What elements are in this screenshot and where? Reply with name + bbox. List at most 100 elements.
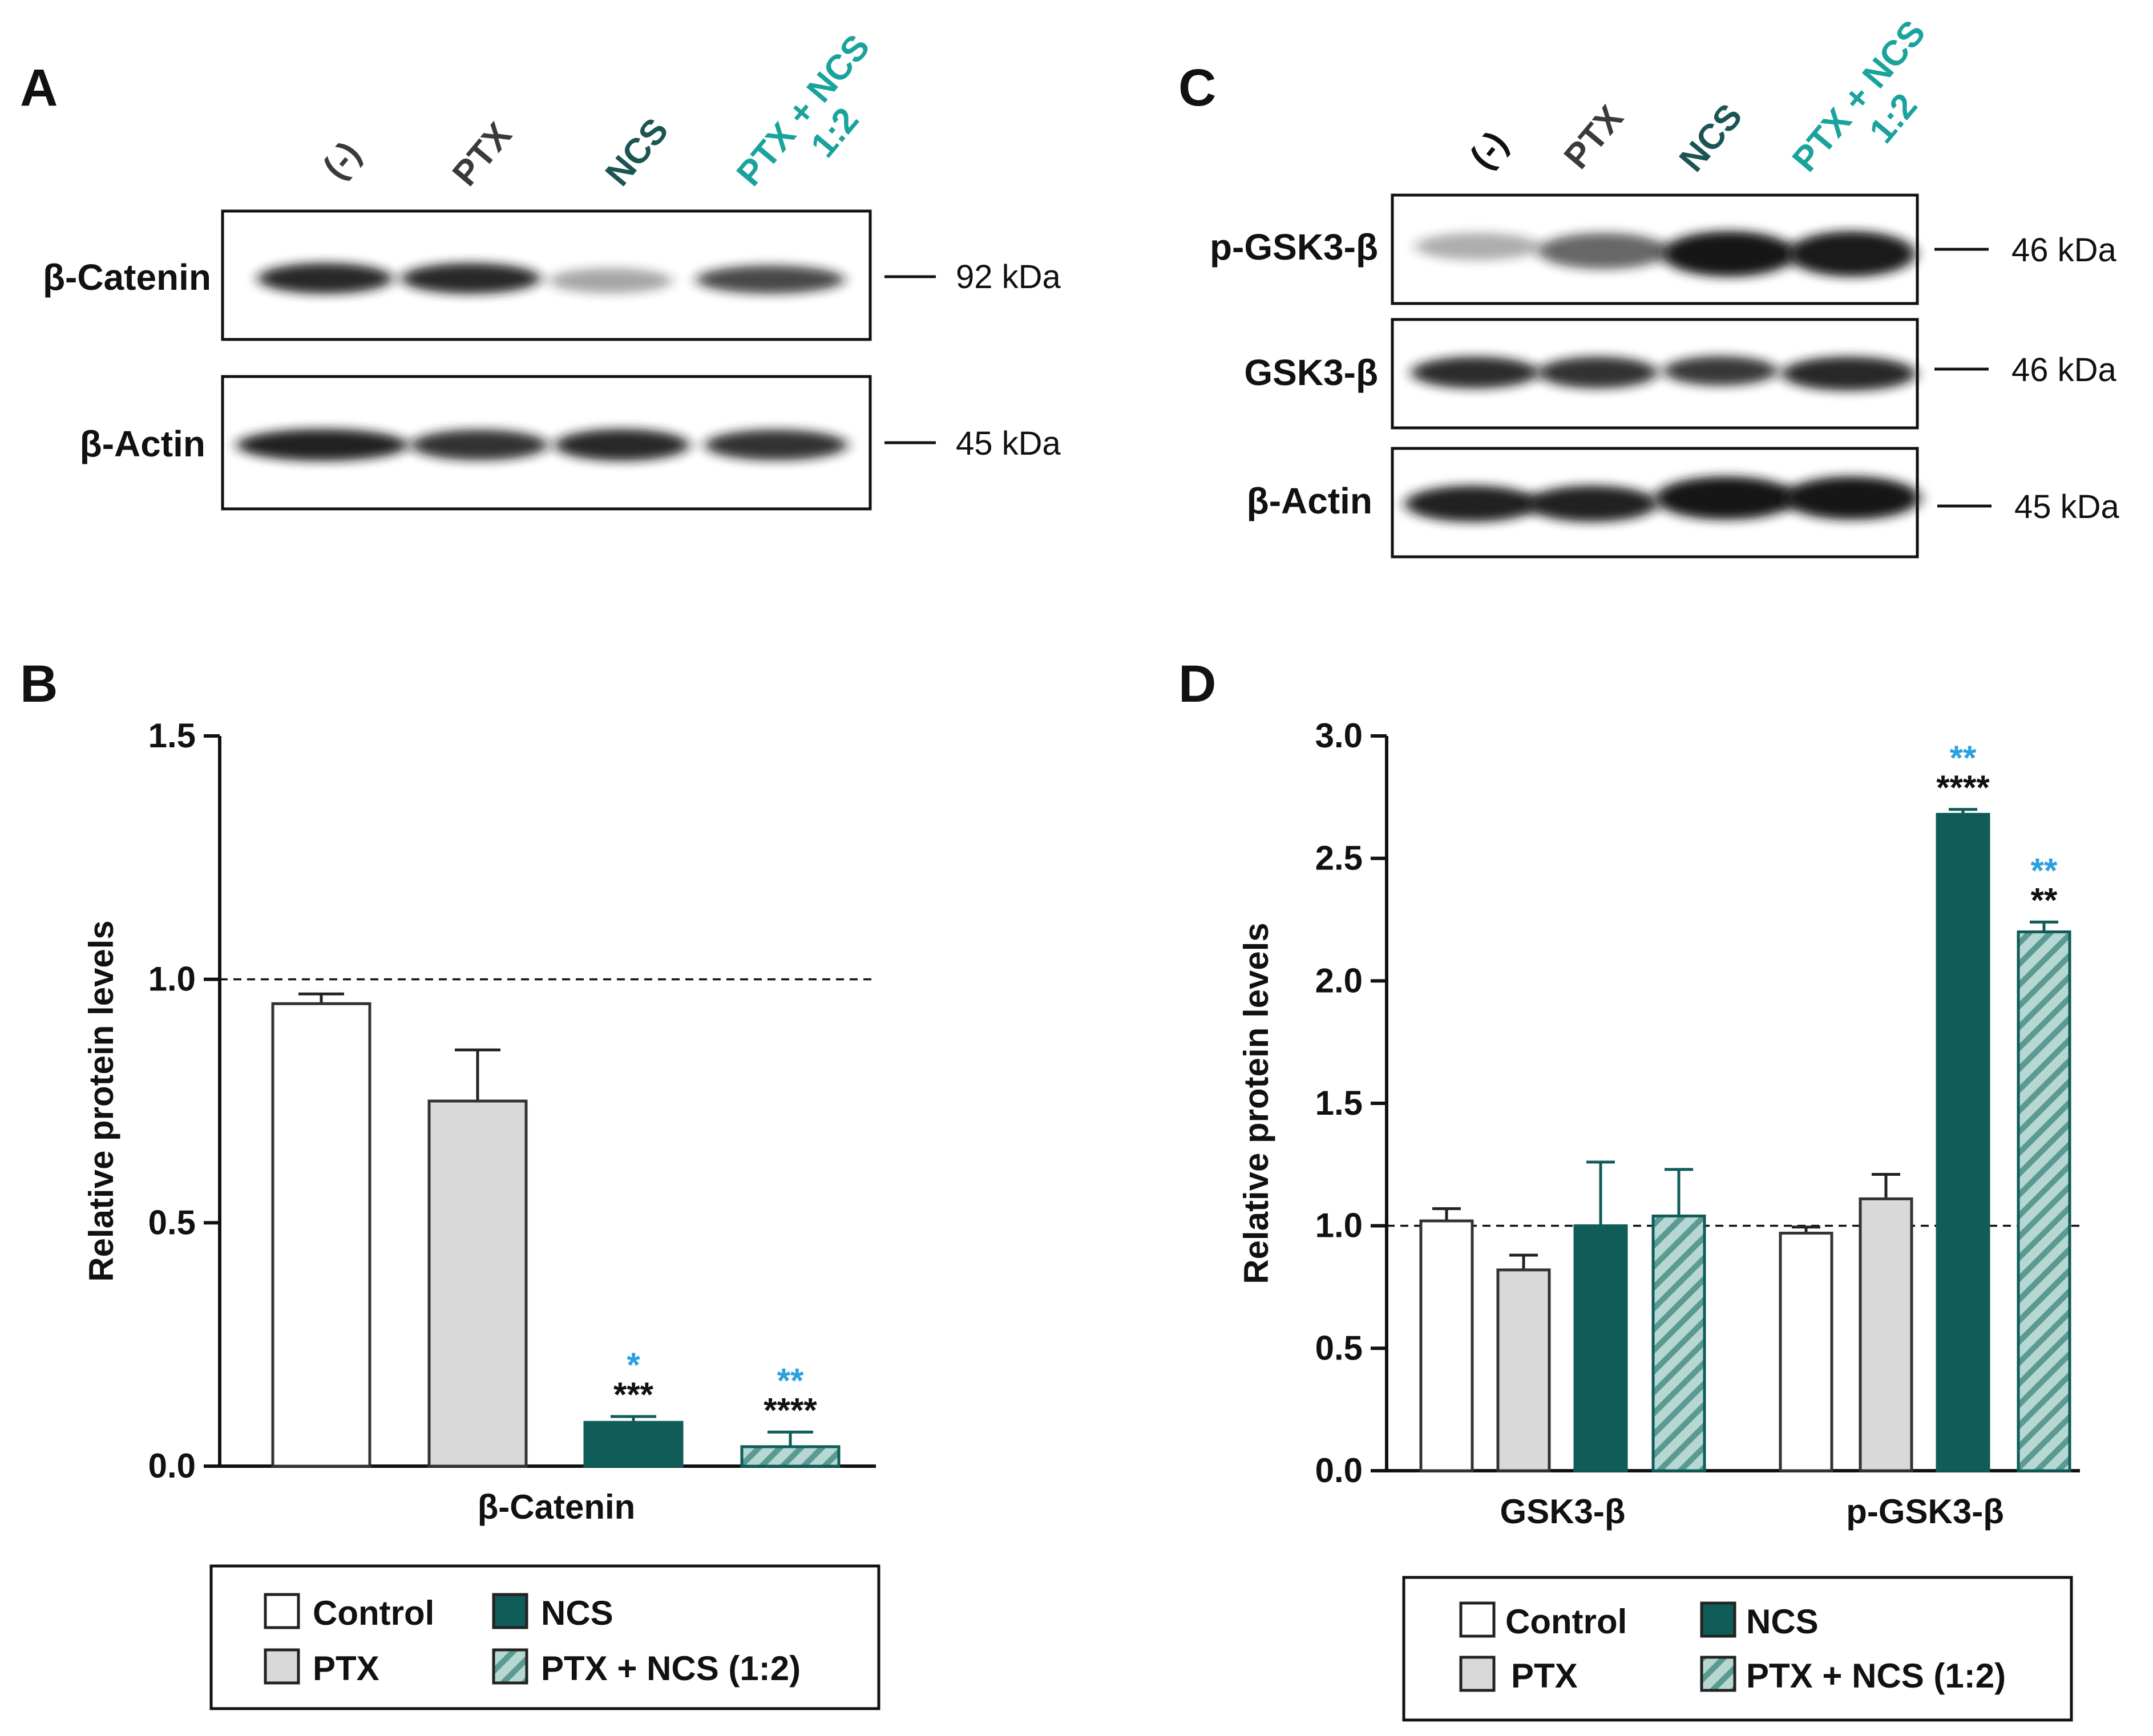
blot-c-row-2-kda: 46 kDa bbox=[2011, 351, 2117, 389]
blot-band bbox=[1663, 356, 1778, 386]
bar bbox=[1859, 1197, 1913, 1472]
blot-band bbox=[411, 430, 548, 460]
legend-d-swatch-control bbox=[1459, 1601, 1496, 1638]
bar bbox=[1496, 1268, 1551, 1472]
x-axis-label: β-Catenin bbox=[478, 1488, 636, 1526]
legend-d-swatch-combo bbox=[1700, 1656, 1736, 1692]
blot-c-lane-label-ncs: NCS bbox=[1672, 96, 1750, 179]
blot-c-row-2-label: GSK3-β bbox=[1244, 352, 1378, 393]
blot-a-lane-label-control: (-) bbox=[316, 134, 369, 187]
legend-d-swatch-ptx bbox=[1459, 1656, 1496, 1692]
blot-band bbox=[705, 430, 847, 460]
legend-b: Control PTX NCS PTX + NCS (1:2) bbox=[209, 1564, 880, 1710]
y-tick-label: 0.0 bbox=[1315, 1451, 1363, 1490]
blot-band bbox=[258, 263, 393, 294]
legend-b-swatch-combo bbox=[492, 1648, 528, 1685]
legend-d-label-ptx: PTX bbox=[1511, 1657, 1578, 1695]
bar bbox=[1573, 1224, 1628, 1472]
legend-d: Control PTX NCS PTX + NCS (1:2) bbox=[1402, 1576, 2073, 1722]
blot-band bbox=[237, 429, 408, 461]
y-tick-label: 0.0 bbox=[148, 1447, 196, 1485]
blot-c-row-2-bands bbox=[1411, 356, 1916, 391]
blot-band bbox=[1538, 357, 1658, 389]
blot-c-row-3-kda: 45 kDa bbox=[2014, 488, 2120, 525]
y-tick-label: 0.5 bbox=[1315, 1329, 1363, 1367]
bar bbox=[2017, 930, 2071, 1472]
blot-a-lane-label-combo: PTX + NCS bbox=[729, 27, 878, 193]
legend-b-swatch-ncs bbox=[492, 1593, 528, 1629]
blot-a-row-2-label: β-Actin bbox=[80, 423, 205, 464]
legend-d-swatch-ncs bbox=[1700, 1601, 1736, 1638]
significance-label: ** bbox=[2031, 881, 2058, 919]
legend-b-label-ptx: PTX bbox=[313, 1649, 379, 1688]
legend-d-label-control: Control bbox=[1505, 1603, 1627, 1641]
legend-b-swatch-ptx bbox=[264, 1648, 300, 1685]
bar bbox=[583, 1421, 684, 1468]
blot-band bbox=[1526, 485, 1658, 522]
bar bbox=[1936, 812, 1990, 1472]
y-tick-label: 1.0 bbox=[1315, 1207, 1363, 1245]
legend-b-frame bbox=[209, 1564, 880, 1710]
significance-label: **** bbox=[1936, 768, 1990, 807]
blot-band bbox=[555, 429, 689, 461]
blot-band bbox=[1411, 357, 1539, 389]
blot-c-row-1-label: p-GSK3-β bbox=[1210, 226, 1378, 268]
bar bbox=[740, 1445, 841, 1468]
significance-label: ** bbox=[2031, 851, 2058, 889]
legend-b-swatch-control bbox=[264, 1593, 300, 1629]
legend-b-label-ncs: NCS bbox=[541, 1594, 613, 1632]
blot-c-lane-label-control: (-) bbox=[1463, 124, 1516, 176]
y-axis-label: Relative protein levels bbox=[82, 920, 120, 1282]
significance-label: *** bbox=[613, 1375, 654, 1414]
chart-d: 0.0 0.5 1.0 1.5 2.0 2.5 3.0 Relative protein le… bbox=[1237, 717, 2080, 1531]
blot-c-row-1-bands bbox=[1415, 231, 1916, 277]
blot-c-lane-label-ptx: PTX bbox=[1557, 98, 1631, 176]
blot-c-row-3-bands bbox=[1405, 476, 1920, 522]
y-tick-label: 1.5 bbox=[1315, 1084, 1363, 1122]
blot-band bbox=[1405, 485, 1540, 522]
blot-band bbox=[1662, 231, 1796, 277]
bar bbox=[1779, 1232, 1833, 1472]
legend-b-label-combo: PTX + NCS (1:2) bbox=[541, 1649, 801, 1688]
significance-label: **** bbox=[764, 1391, 817, 1429]
blot-a-row-1-kda: 92 kDa bbox=[956, 258, 1061, 296]
blot-band bbox=[1788, 231, 1916, 277]
blot-band bbox=[1415, 233, 1541, 260]
blot-band bbox=[1783, 476, 1920, 520]
x-category-label: GSK3-β bbox=[1500, 1492, 1626, 1531]
legend-d-frame bbox=[1402, 1576, 2073, 1722]
blot-a-lane-label-ptx: PTX bbox=[445, 115, 519, 193]
blot-band bbox=[549, 268, 672, 293]
y-tick-label: 3.0 bbox=[1315, 717, 1363, 755]
blot-a-row-2-kda: 45 kDa bbox=[956, 425, 1061, 462]
blot-a-lane-label-ncs: NCS bbox=[598, 111, 676, 193]
legend-d-label-combo: PTX + NCS (1:2) bbox=[1746, 1657, 2006, 1695]
blot-c-lane-label-combo: PTX + NCS bbox=[1785, 13, 1933, 179]
blot-a-row-1-label: β-Catenin bbox=[43, 257, 211, 298]
blot-band bbox=[401, 263, 540, 294]
blot-a-row-1-bands bbox=[258, 263, 845, 294]
blot-band bbox=[696, 265, 845, 294]
x-category-label: p-GSK3-β bbox=[1846, 1492, 2004, 1531]
significance-label: ** bbox=[1950, 739, 1977, 777]
bar bbox=[1651, 1214, 1706, 1472]
blot-a: (-) PTX NCS PTX + NCS 1:2 β-Catenin β-Ac… bbox=[43, 27, 1061, 511]
blot-c: (-) PTX NCS PTX + NCS 1:2 p-GSK3-β GSK3-… bbox=[1210, 13, 2120, 559]
blot-band bbox=[1655, 476, 1797, 520]
panel-label-d: D bbox=[1178, 655, 1216, 713]
y-tick-label: 1.0 bbox=[148, 960, 196, 998]
y-tick-label: 2.0 bbox=[1315, 961, 1363, 999]
bar bbox=[1419, 1219, 1474, 1472]
blot-band bbox=[1782, 357, 1916, 391]
bar bbox=[271, 1002, 371, 1468]
y-axis-label: Relative protein levels bbox=[1237, 922, 1275, 1284]
legend-d-label-ncs: NCS bbox=[1746, 1603, 1819, 1641]
panel-label-a: A bbox=[20, 59, 58, 117]
y-tick-label: 1.5 bbox=[148, 717, 196, 755]
blot-band bbox=[1538, 233, 1669, 269]
panel-label-c: C bbox=[1178, 59, 1216, 117]
panel-label-b: B bbox=[20, 655, 58, 713]
significance-label: * bbox=[627, 1346, 640, 1384]
